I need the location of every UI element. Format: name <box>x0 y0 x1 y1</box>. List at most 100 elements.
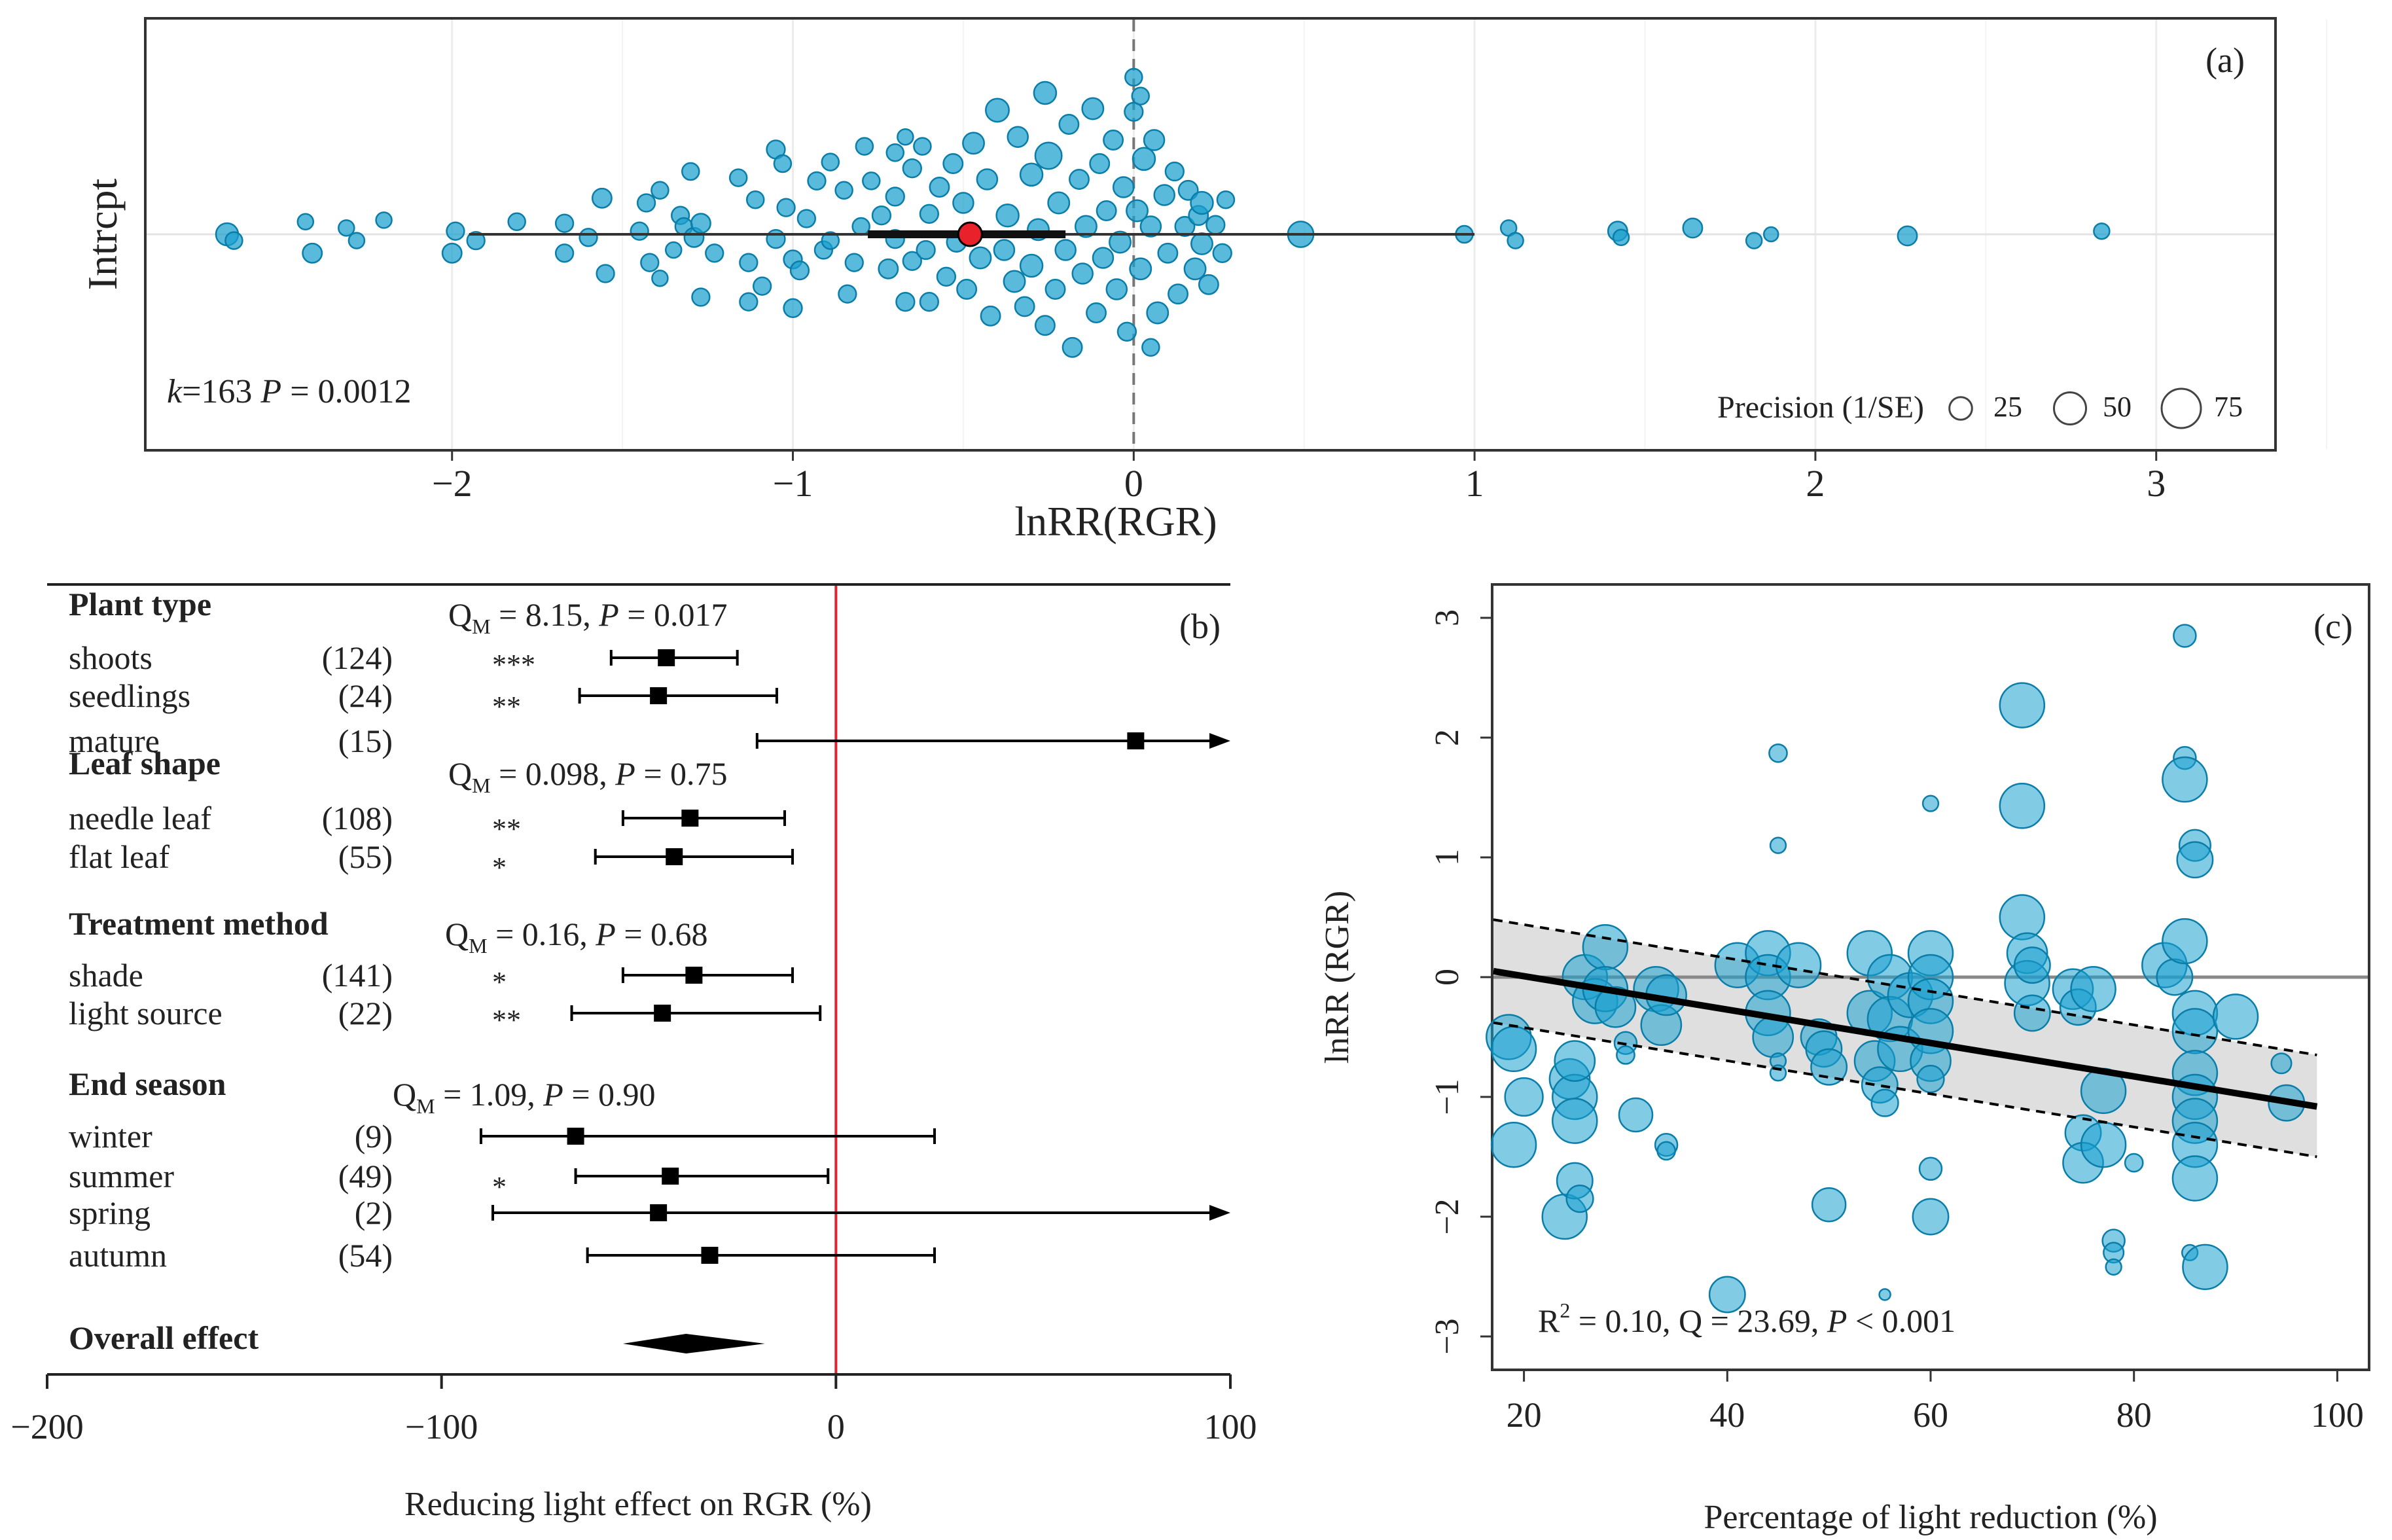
b-row: autumn (54) <box>69 1237 936 1274</box>
c-data-point <box>1775 942 1822 988</box>
c-data-point <box>2105 1258 2122 1276</box>
b-row-label: summer <box>69 1158 174 1194</box>
a-data-point <box>1168 283 1188 305</box>
c-data-point <box>1490 1026 1537 1073</box>
a-data-point <box>1096 200 1117 221</box>
b-p-label: P <box>543 1076 563 1113</box>
b-row: shoots (124) *** <box>69 639 739 681</box>
a-data-point <box>897 128 914 146</box>
panel-a-legend: Precision (1/SE) 25 50 75 <box>1717 387 2243 429</box>
b-row-sample-size: (108) <box>322 800 393 836</box>
c-fitted-line <box>1493 967 2318 1110</box>
b-qm-label: Q <box>445 916 469 952</box>
c-data-point <box>2162 756 2208 803</box>
b-row: mature (15) <box>69 723 1230 759</box>
b-row-label: mature <box>69 723 160 759</box>
a-data-point <box>783 298 803 318</box>
panel-c-bubble-plot: 20 40 60 80 100 −3 −2 −1 0 1 2 3 (c) Percentage of… <box>1319 583 2370 1536</box>
a-data-point <box>902 251 922 271</box>
b-row-ci-arrow <box>1209 1205 1230 1221</box>
b-p-label: P <box>595 916 616 952</box>
c-data-point <box>2080 1121 2127 1168</box>
c-data-point <box>2070 966 2116 1012</box>
a-data-point <box>1081 97 1105 120</box>
a-data-point <box>1139 215 1162 238</box>
c-data-point <box>1708 1276 1746 1314</box>
a-data-point <box>1014 296 1035 317</box>
a-data-point <box>1132 147 1156 171</box>
a-data-point <box>1126 199 1149 223</box>
a-data-point <box>1124 101 1144 122</box>
b-group-test-statistic: QM = 0.16, P = 0.68 <box>445 916 708 958</box>
b-qm-value: = 0.098, <box>491 755 616 792</box>
b-row-significance: ** <box>492 813 521 845</box>
a-data-point <box>441 242 463 264</box>
c-y-tick-label: −1 <box>1429 1079 1466 1115</box>
b-row-estimate <box>681 810 699 827</box>
panel-a-annotation: k=163 P = 0.0012 <box>167 373 412 410</box>
a-data-point <box>1033 81 1058 105</box>
b-p-value: = 0.90 <box>563 1076 656 1113</box>
c-data-point <box>1999 783 2046 829</box>
b-row-estimate <box>666 848 683 865</box>
a-data-point <box>1086 302 1107 323</box>
b-row-significance: * <box>492 966 507 998</box>
b-row-significance: ** <box>492 1004 521 1036</box>
a-data-point <box>691 287 711 307</box>
panel-a-y-axis-label: Intrcpt <box>79 178 126 290</box>
a-data-point <box>1190 190 1214 215</box>
a-data-point <box>630 221 649 241</box>
panel-b-overall-effect: Overall effect <box>69 1319 765 1356</box>
a-data-point <box>1044 279 1066 300</box>
c-data-point <box>1582 924 1629 971</box>
c-y-tick-label: −3 <box>1429 1318 1466 1354</box>
legend-size-label: 50 <box>2103 391 2132 423</box>
a-data-point <box>1034 315 1056 336</box>
c-data-point <box>1490 1121 1537 1168</box>
a-data-point <box>1897 225 1918 247</box>
legend-size-circle <box>2160 387 2202 429</box>
c-x-tick-label: 20 <box>1507 1395 1542 1435</box>
c-data-point <box>2171 1008 2219 1054</box>
panel-c-x-axis: 20 40 60 80 100 <box>1507 1370 2364 1435</box>
c-data-point <box>1912 1198 1950 1236</box>
a-data-point <box>1054 239 1077 261</box>
a-data-point <box>1146 301 1169 325</box>
a-data-point <box>885 187 905 207</box>
a-data-point <box>296 213 315 231</box>
b-qm-value: = 1.09, <box>435 1076 544 1113</box>
a-data-point <box>1058 114 1080 135</box>
a-data-point <box>1069 169 1090 190</box>
c-data-point <box>2156 958 2194 996</box>
a-data-point <box>776 198 796 217</box>
a-data-point <box>862 171 881 190</box>
c-data-point <box>1870 1088 1899 1117</box>
a-data-point <box>728 168 748 187</box>
a-data-point <box>855 137 874 156</box>
c-y-tick-label: 1 <box>1429 849 1466 866</box>
a-data-point <box>942 153 964 174</box>
a-data-point <box>1205 215 1226 235</box>
a-data-point <box>1190 232 1213 255</box>
b-row-estimate <box>567 1128 584 1145</box>
b-row-estimate <box>658 649 675 666</box>
a-data-point <box>1007 126 1029 148</box>
a-data-point <box>1019 253 1044 278</box>
a-data-point <box>1153 184 1175 206</box>
a-data-point <box>871 206 892 226</box>
a-data-point <box>895 292 916 312</box>
c-data-point <box>2212 994 2259 1040</box>
b-row-significance: * <box>492 851 507 884</box>
a-data-point <box>1092 247 1115 269</box>
b-qm-value: = 8.15, <box>491 596 599 633</box>
c-data-point <box>1918 1156 1943 1181</box>
a-data-point <box>739 253 759 272</box>
b-row-label: autumn <box>69 1237 167 1274</box>
a-data-point <box>969 246 992 270</box>
b-group-title: Treatment method <box>69 905 329 942</box>
b-group: Treatment method QM = 0.16, P = 0.68shade… <box>69 905 822 1036</box>
a-data-point <box>591 187 613 209</box>
a-data-point <box>993 239 1016 261</box>
c-data-point <box>1504 1077 1544 1117</box>
a-data-point <box>1143 129 1166 151</box>
